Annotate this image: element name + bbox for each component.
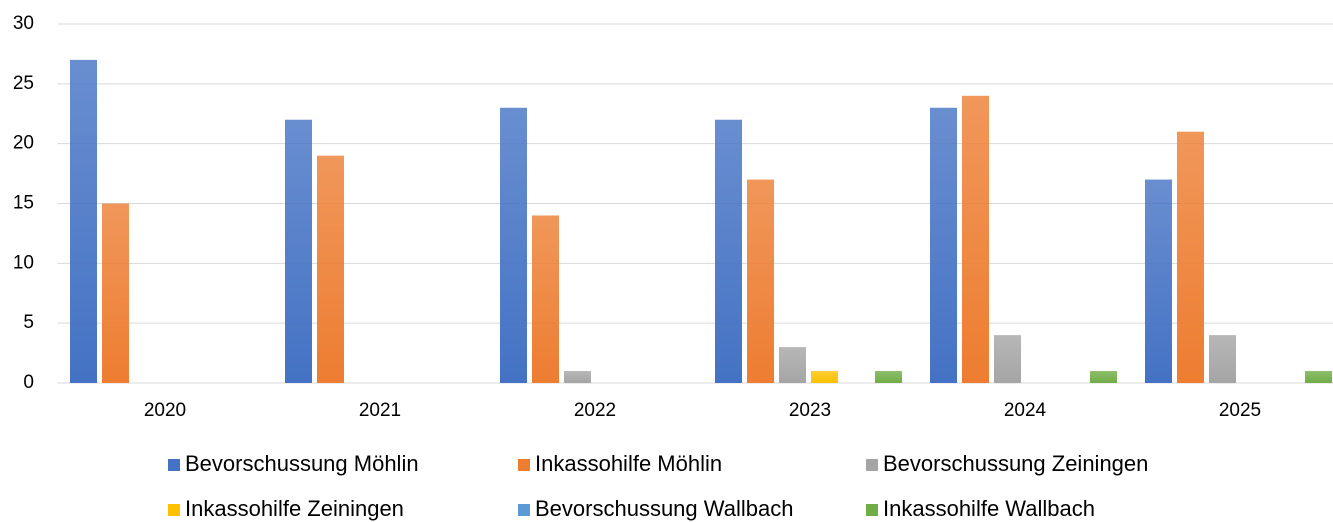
legend-swatch [866,504,878,516]
bar [875,371,902,383]
bar [1305,371,1332,383]
bar [1145,179,1172,383]
y-tick-label: 15 [13,193,34,214]
bar [1177,131,1204,383]
legend-swatch [866,459,878,471]
bar [500,107,527,384]
bar [564,371,591,383]
legend-swatch [518,459,530,471]
bar [747,179,774,383]
y-tick-label: 5 [23,312,34,333]
bar [930,107,957,384]
legend-label: Inkassohilfe Wallbach [883,496,1095,521]
legend-label: Bevorschussung Möhlin [185,451,419,476]
legend-label: Bevorschussung Wallbach [535,496,793,521]
bar [1090,371,1117,383]
y-tick-label: 30 [13,13,34,34]
x-tick-label: 2021 [359,400,401,421]
bar [715,119,742,383]
legend-label: Inkassohilfe Möhlin [535,451,722,476]
legend-label: Inkassohilfe Zeiningen [185,496,404,521]
bar [102,203,129,383]
x-tick-label: 2025 [1219,400,1261,421]
bar [285,119,312,383]
legend-swatch [518,504,530,516]
bar [70,59,97,384]
legend-label: Bevorschussung Zeiningen [883,451,1148,476]
y-tick-label: 0 [23,372,34,393]
x-tick-label: 2023 [789,400,831,421]
bar [811,371,838,383]
bar [532,215,559,383]
x-tick-label: 2024 [1004,400,1047,421]
x-tick-label: 2020 [144,400,186,421]
x-tick-label: 2022 [574,400,616,421]
bar [962,95,989,384]
bar [317,155,344,383]
legend-swatch [168,504,180,516]
y-tick-label: 10 [13,252,34,273]
legend-swatch [168,459,180,471]
bar [994,335,1021,383]
y-tick-label: 20 [13,133,34,154]
bar [779,347,806,383]
y-tick-label: 25 [13,73,34,94]
bar [1209,335,1236,383]
